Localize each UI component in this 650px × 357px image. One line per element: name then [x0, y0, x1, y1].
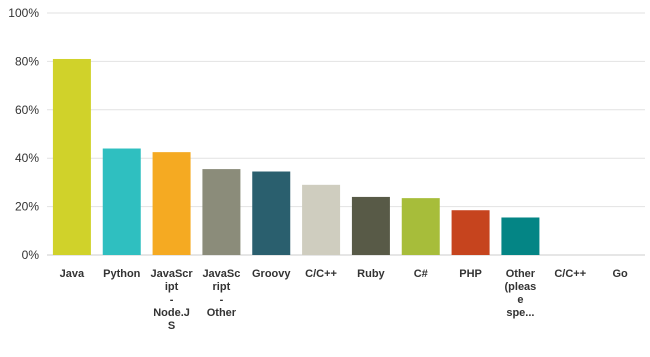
y-tick-label: 100%: [8, 6, 39, 20]
bar-9[interactable]: [501, 217, 540, 255]
bar-7[interactable]: [401, 198, 440, 255]
bar-4[interactable]: [252, 171, 291, 255]
bar-5[interactable]: [302, 184, 341, 255]
bar-1[interactable]: [102, 148, 141, 255]
x-tick-label: Go: [612, 268, 628, 280]
x-tick-label: PHP: [459, 268, 482, 280]
y-tick-label: 40%: [15, 151, 39, 165]
x-tick-label: C#: [413, 268, 428, 280]
x-tick-label: C/C++: [554, 268, 587, 280]
y-tick-label: 80%: [15, 54, 39, 68]
bar-2[interactable]: [152, 152, 191, 255]
x-tick-label: C/C++: [305, 268, 337, 280]
x-tick-label: Ruby: [357, 268, 385, 280]
y-tick-label: 20%: [15, 200, 39, 214]
x-tick-label: JavaSc ript - Other: [202, 268, 241, 319]
x-tick-label: Java: [59, 268, 85, 280]
bar-0[interactable]: [52, 58, 91, 256]
bar-6[interactable]: [351, 196, 390, 255]
x-tick-label: Other (pleas e spe...: [504, 268, 537, 319]
x-tick-label: JavaScr ipt - Node.J S: [150, 268, 193, 332]
x-tick-label: Python: [103, 268, 141, 280]
y-tick-label: 60%: [15, 103, 39, 117]
bar-8[interactable]: [451, 210, 490, 255]
x-tick-label: Groovy: [251, 268, 291, 280]
bar-3[interactable]: [202, 169, 241, 255]
y-tick-label: 0%: [22, 248, 40, 262]
